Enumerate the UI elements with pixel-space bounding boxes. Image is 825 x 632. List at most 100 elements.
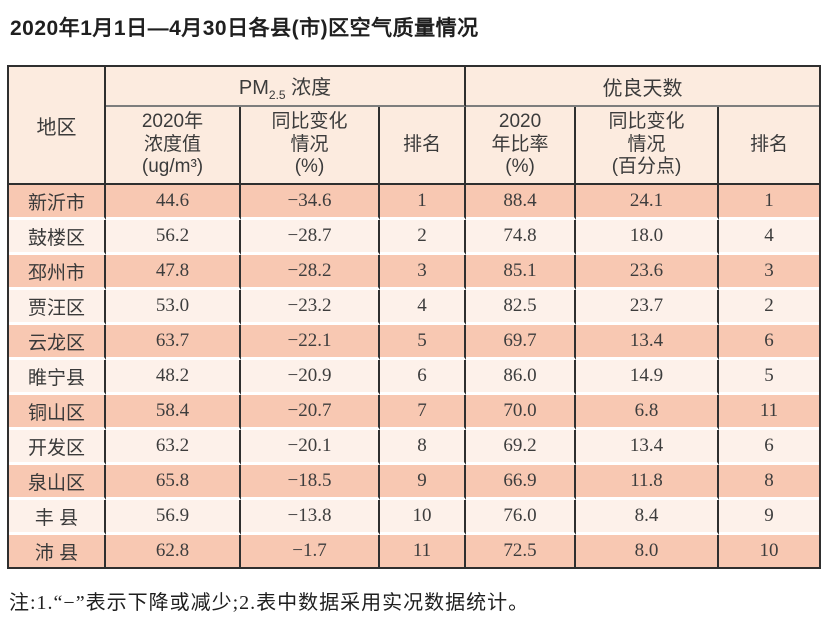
cell-region: 新沂市 bbox=[9, 185, 106, 220]
cell-goodday-rank: 1 bbox=[719, 185, 820, 220]
cell-goodday-rank: 4 bbox=[719, 220, 820, 255]
cell-goodday-rank: 8 bbox=[719, 465, 820, 500]
cell-region: 贾汪区 bbox=[9, 290, 106, 325]
header-line: 情况 bbox=[627, 133, 666, 155]
cell-goodday-change: 14.9 bbox=[576, 360, 720, 395]
cell-goodday-change: 24.1 bbox=[576, 185, 720, 220]
column-header-goodday-change: 同比变化 情况 (百分点) bbox=[576, 107, 720, 185]
cell-goodday-ratio: 88.4 bbox=[466, 185, 577, 220]
table-row: 鼓楼区 56.2 −28.7 2 74.8 18.0 4 bbox=[9, 220, 820, 255]
cell-pm25-rank: 2 bbox=[380, 220, 467, 255]
table-row: 贾汪区 53.0 −23.2 4 82.5 23.7 2 bbox=[9, 290, 820, 325]
pm25-label-suffix: 浓度 bbox=[285, 76, 332, 99]
cell-pm25-value: 63.2 bbox=[106, 430, 241, 465]
cell-pm25-change: −28.7 bbox=[241, 220, 380, 255]
cell-goodday-ratio: 70.0 bbox=[466, 395, 577, 430]
cell-pm25-change: −20.1 bbox=[241, 430, 380, 465]
cell-region: 铜山区 bbox=[9, 395, 106, 430]
cell-goodday-rank: 2 bbox=[719, 290, 820, 325]
cell-goodday-ratio: 69.2 bbox=[466, 430, 577, 465]
group-header-row: 地区 PM2.5 浓度 优良天数 bbox=[9, 67, 820, 185]
sub-header-row: 2020年 浓度值 (ug/m³) 同比变化 情况 (%) 排名 2020 年比… bbox=[9, 107, 820, 185]
header-line: (%) bbox=[294, 156, 325, 178]
table-row: 开发区 63.2 −20.1 8 69.2 13.4 6 bbox=[9, 430, 820, 465]
cell-pm25-change: −28.2 bbox=[241, 255, 380, 290]
cell-pm25-value: 56.2 bbox=[106, 220, 241, 255]
header-line: (百分点) bbox=[611, 156, 682, 178]
air-quality-table: 地区 PM2.5 浓度 优良天数 2020年 浓度值 (ug/m³) 同比变化 … bbox=[7, 65, 822, 569]
cell-goodday-rank: 9 bbox=[719, 500, 820, 535]
header-line: 浓度值 bbox=[143, 133, 201, 155]
cell-region: 丰 县 bbox=[9, 500, 106, 535]
cell-pm25-value: 48.2 bbox=[106, 360, 241, 395]
cell-goodday-ratio: 85.1 bbox=[466, 255, 577, 290]
cell-pm25-rank: 5 bbox=[380, 325, 467, 360]
header-line: 同比变化 bbox=[608, 111, 685, 133]
cell-pm25-rank: 11 bbox=[380, 535, 467, 567]
cell-goodday-change: 18.0 bbox=[576, 220, 720, 255]
cell-pm25-value: 62.8 bbox=[106, 535, 241, 567]
table-row: 丰 县 56.9 −13.8 10 76.0 8.4 9 bbox=[9, 500, 820, 535]
cell-goodday-rank: 5 bbox=[719, 360, 820, 395]
cell-region: 泉山区 bbox=[9, 465, 106, 500]
column-header-goodday-rank: 排名 bbox=[719, 107, 820, 185]
cell-pm25-rank: 7 bbox=[380, 395, 467, 430]
cell-goodday-change: 23.7 bbox=[576, 290, 720, 325]
cell-goodday-rank: 11 bbox=[719, 395, 820, 430]
column-header-pm25-rank: 排名 bbox=[380, 107, 467, 185]
cell-pm25-rank: 1 bbox=[380, 185, 467, 220]
cell-pm25-rank: 4 bbox=[380, 290, 467, 325]
cell-pm25-change: −34.6 bbox=[241, 185, 380, 220]
footnote: 注:1.“−”表示下降或减少;2.表中数据采用实况数据统计。 bbox=[9, 592, 530, 614]
page: 2020年1月1日—4月30日各县(市)区空气质量情况 地区 PM2.5 浓度 … bbox=[0, 12, 825, 615]
page-title: 2020年1月1日—4月30日各县(市)区空气质量情况 bbox=[10, 17, 479, 40]
table-header: 地区 PM2.5 浓度 优良天数 2020年 浓度值 (ug/m³) 同比变化 … bbox=[9, 67, 820, 185]
cell-pm25-value: 56.9 bbox=[106, 500, 241, 535]
cell-pm25-change: −23.2 bbox=[241, 290, 380, 325]
table-body: 新沂市 44.6 −34.6 1 88.4 24.1 1 鼓楼区 56.2 −2… bbox=[9, 185, 820, 567]
cell-goodday-change: 6.8 bbox=[576, 395, 720, 430]
cell-goodday-change: 8.4 bbox=[576, 500, 720, 535]
table-row: 新沂市 44.6 −34.6 1 88.4 24.1 1 bbox=[9, 185, 820, 220]
header-line: 2020 bbox=[498, 111, 542, 133]
table-row: 泉山区 65.8 −18.5 9 66.9 11.8 8 bbox=[9, 465, 820, 500]
cell-goodday-rank: 6 bbox=[719, 325, 820, 360]
column-group-pm25: PM2.5 浓度 bbox=[106, 67, 467, 107]
cell-goodday-ratio: 66.9 bbox=[466, 465, 577, 500]
cell-pm25-value: 44.6 bbox=[106, 185, 241, 220]
table-row: 铜山区 58.4 −20.7 7 70.0 6.8 11 bbox=[9, 395, 820, 430]
cell-goodday-change: 23.6 bbox=[576, 255, 720, 290]
column-header-pm25-value: 2020年 浓度值 (ug/m³) bbox=[106, 107, 241, 185]
cell-goodday-rank: 10 bbox=[719, 535, 820, 567]
cell-pm25-rank: 10 bbox=[380, 500, 467, 535]
header-line: (ug/m³) bbox=[141, 156, 204, 178]
cell-region: 鼓楼区 bbox=[9, 220, 106, 255]
cell-region: 沛 县 bbox=[9, 535, 106, 567]
cell-pm25-rank: 6 bbox=[380, 360, 467, 395]
cell-goodday-change: 11.8 bbox=[576, 465, 720, 500]
pm25-label-subscript: 2.5 bbox=[268, 87, 286, 102]
cell-pm25-change: −22.1 bbox=[241, 325, 380, 360]
table-row: 沛 县 62.8 −1.7 11 72.5 8.0 10 bbox=[9, 535, 820, 567]
table-row: 云龙区 63.7 −22.1 5 69.7 13.4 6 bbox=[9, 325, 820, 360]
cell-pm25-change: −20.7 bbox=[241, 395, 380, 430]
cell-pm25-change: −1.7 bbox=[241, 535, 380, 567]
column-header-goodday-ratio: 2020 年比率 (%) bbox=[466, 107, 577, 185]
cell-pm25-change: −20.9 bbox=[241, 360, 380, 395]
cell-pm25-value: 63.7 bbox=[106, 325, 241, 360]
cell-pm25-value: 47.8 bbox=[106, 255, 241, 290]
cell-pm25-change: −13.8 bbox=[241, 500, 380, 535]
header-line: 2020年 bbox=[141, 111, 204, 133]
header-line: 年比率 bbox=[491, 133, 549, 155]
cell-goodday-ratio: 76.0 bbox=[466, 500, 577, 535]
cell-goodday-rank: 6 bbox=[719, 430, 820, 465]
cell-goodday-ratio: 86.0 bbox=[466, 360, 577, 395]
cell-pm25-rank: 3 bbox=[380, 255, 467, 290]
column-header-pm25-change: 同比变化 情况 (%) bbox=[241, 107, 380, 185]
table-row: 邳州市 47.8 −28.2 3 85.1 23.6 3 bbox=[9, 255, 820, 290]
column-group-good-days: 优良天数 bbox=[466, 67, 820, 107]
pm25-label-prefix: PM bbox=[238, 76, 269, 99]
cell-goodday-change: 8.0 bbox=[576, 535, 720, 567]
cell-goodday-ratio: 82.5 bbox=[466, 290, 577, 325]
cell-region: 开发区 bbox=[9, 430, 106, 465]
